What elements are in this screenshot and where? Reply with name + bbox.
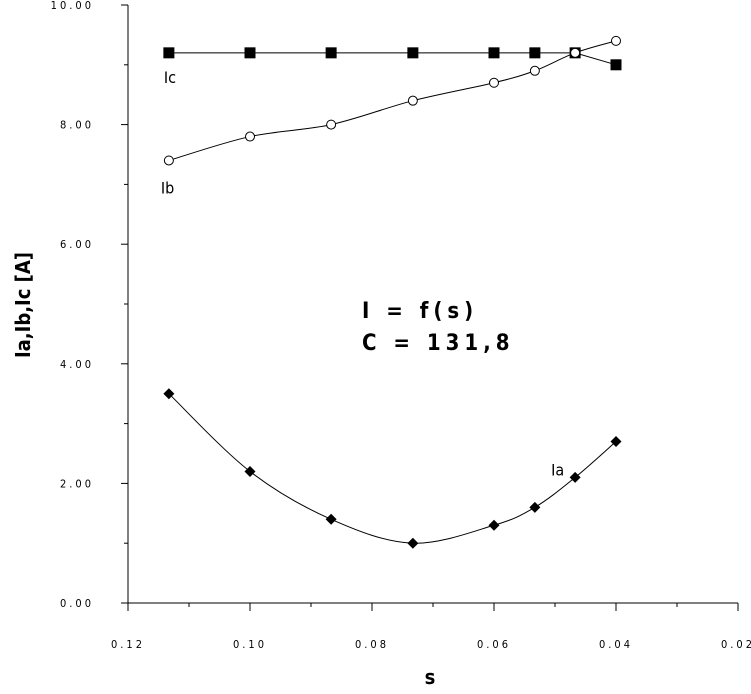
data-point-ia <box>610 436 622 448</box>
data-point-ic <box>488 47 500 59</box>
y-tick-label: 0.00 <box>60 597 94 610</box>
data-point-ib <box>489 77 499 88</box>
x-tick-label: 0.12 <box>111 638 145 651</box>
x-tick-label: 0.08 <box>355 638 389 651</box>
data-point-ib <box>529 65 540 76</box>
data-point-ib <box>326 119 337 130</box>
y-tick-label: 2.00 <box>60 477 94 490</box>
x-tick-label: 0.02 <box>721 638 751 651</box>
series-line-ib <box>168 40 617 161</box>
data-point-ib <box>611 35 621 46</box>
series-markers <box>163 35 622 549</box>
data-point-ia <box>163 388 175 400</box>
series-labels: Ic Ib Ia <box>161 68 564 480</box>
x-tick-labels: 0.12 0.10 0.08 0.06 0.04 0.02 <box>111 638 751 651</box>
series-curves <box>168 40 617 544</box>
y-tick-label: 10.00 <box>51 0 94 12</box>
series-line-ic <box>168 52 617 66</box>
x-axis-title: s <box>425 665 436 689</box>
series-label-ic: Ic <box>164 68 176 87</box>
y-axis-title: Ia,Ib,Ic [A] <box>11 252 35 358</box>
data-point-ic <box>325 47 337 59</box>
data-point-ic <box>244 47 256 59</box>
data-point-ic <box>163 47 175 59</box>
data-point-ic <box>407 47 419 59</box>
y-tick-label: 4.00 <box>60 358 94 371</box>
data-point-ib <box>163 155 174 166</box>
series-label-ib: Ib <box>161 178 174 197</box>
annotation-constant: C = 131,8 <box>362 331 515 356</box>
series-label-ia: Ia <box>551 460 564 479</box>
annotation-formula: I = f(s) <box>362 299 478 324</box>
ticks <box>121 4 739 611</box>
data-point-ia <box>488 519 500 531</box>
y-tick-label: 6.00 <box>60 238 94 251</box>
series-line-ia <box>168 393 617 544</box>
data-point-ia <box>244 465 256 477</box>
x-tick-label: 0.04 <box>599 638 633 651</box>
data-point-ib <box>407 95 418 106</box>
data-point-ic <box>529 47 541 59</box>
y-tick-label: 8.00 <box>60 119 94 132</box>
x-tick-label: 0.06 <box>477 638 511 651</box>
data-point-ia <box>569 471 581 483</box>
data-point-ia <box>325 513 337 525</box>
data-point-ib <box>570 47 581 58</box>
data-point-ic <box>610 59 622 71</box>
data-point-ia <box>529 501 541 513</box>
y-tick-labels: 0.00 2.00 4.00 6.00 8.00 10.00 <box>51 0 94 610</box>
data-point-ia <box>407 537 419 549</box>
data-point-ib <box>245 131 255 142</box>
x-tick-label: 0.10 <box>233 638 267 651</box>
